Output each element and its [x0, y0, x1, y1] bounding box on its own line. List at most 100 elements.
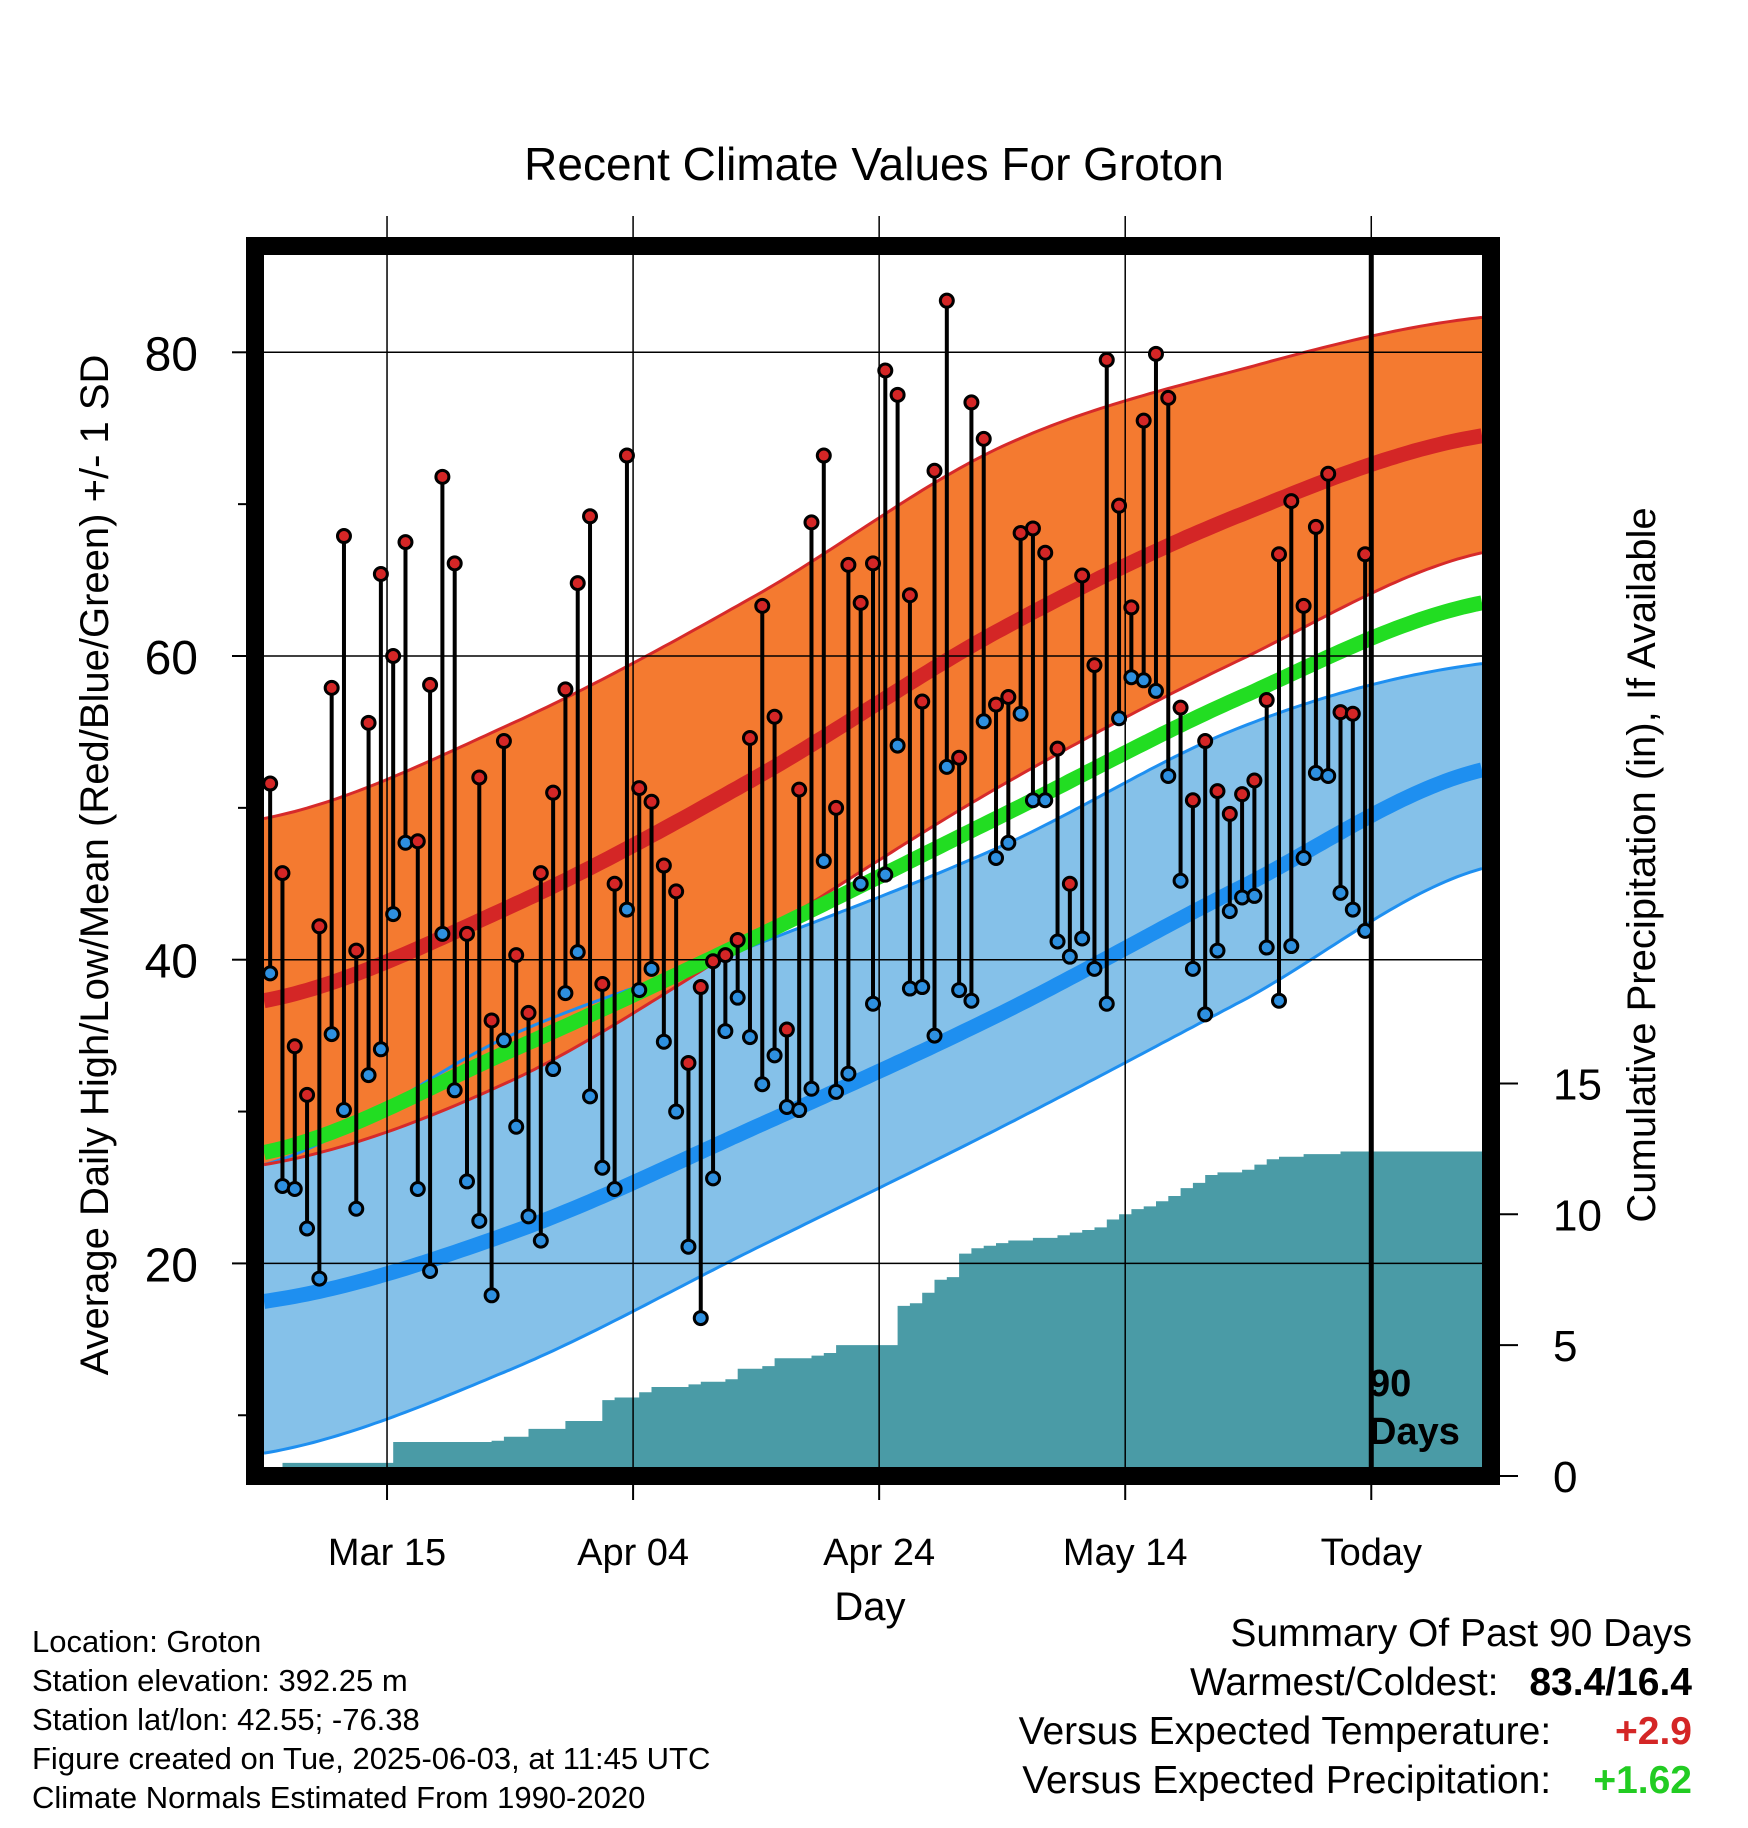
daily-low-point: [459, 1173, 475, 1190]
daily-high-point: [483, 1012, 500, 1029]
daily-high-point: [655, 857, 672, 874]
daily-low-point: [1357, 922, 1374, 939]
daily-low-point: [594, 1159, 611, 1176]
daily-low-point: [889, 737, 906, 754]
daily-high-point: [348, 942, 365, 959]
summary-warm-cold: Warmest/Coldest: 83.4/16.4: [1190, 1661, 1692, 1705]
daily-low-point: [557, 985, 574, 1002]
daily-low-point: [471, 1212, 488, 1229]
daily-low-point: [926, 1027, 943, 1044]
daily-low-point: [877, 866, 894, 883]
daily-high-point: [385, 648, 402, 664]
daily-high-point: [668, 883, 685, 900]
daily-high-point: [1320, 465, 1337, 482]
daily-markers: [262, 292, 1374, 1327]
daily-high-point: [545, 784, 562, 801]
daily-high-point: [471, 769, 488, 786]
daily-low-point: [914, 979, 931, 996]
daily-high-point: [569, 575, 586, 592]
summary-title: Summary Of Past 90 Days: [1230, 1612, 1692, 1655]
daily-low-point: [618, 901, 635, 918]
daily-low-point: [434, 925, 451, 942]
daily-high-point: [901, 587, 918, 604]
daily-high-point: [1234, 786, 1251, 803]
axes: Mar 15 Apr 04 Apr 24 May 14 Today 20 40 60 80 0 5 1…: [145, 328, 1602, 1574]
daily-low-point: [520, 1208, 537, 1225]
info-elevation: Station elevation: 392.25 m: [32, 1663, 408, 1698]
daily-low-point: [1332, 884, 1349, 901]
daily-low-point: [1049, 933, 1066, 950]
daily-low-point: [311, 1270, 328, 1287]
daily-low-point: [741, 1029, 758, 1046]
daily-high-point: [729, 931, 746, 948]
daily-low-point: [975, 713, 992, 730]
daily-low-point: [606, 1181, 623, 1197]
daily-high-point: [631, 780, 648, 797]
y-left-tick-label: 80: [145, 328, 198, 381]
daily-high-point: [286, 1038, 303, 1055]
daily-high-point: [557, 681, 574, 698]
daily-low-point: [495, 1032, 512, 1049]
daily-high-point: [1024, 520, 1041, 537]
daily-low-point: [1197, 1006, 1214, 1023]
info-location: Location: Groton: [32, 1624, 262, 1659]
daily-high-point: [1061, 875, 1078, 892]
daily-high-point: [1098, 351, 1115, 368]
daily-low-point: [532, 1232, 549, 1249]
summary-temp: Versus Expected Temperature: +2.9: [1019, 1710, 1692, 1754]
daily-low-point: [828, 1083, 845, 1100]
daily-low-point: [852, 875, 869, 892]
summary-precip-label: Versus Expected Precipitation:: [1022, 1759, 1552, 1802]
summary-precip-value: +1.62: [1593, 1759, 1692, 1802]
daily-low-point: [692, 1310, 709, 1327]
daily-low-point: [1160, 767, 1177, 784]
daily-low-point: [1147, 682, 1164, 699]
daily-high-point: [1160, 389, 1177, 406]
daily-low-point: [360, 1067, 377, 1084]
daily-low-point: [483, 1287, 500, 1304]
cumulative-precip-area: [264, 1151, 1482, 1476]
daily-high-point: [1344, 705, 1361, 722]
daily-high-point: [963, 394, 980, 411]
y-right-tick-label: 15: [1553, 1060, 1602, 1109]
daily-high-point: [877, 362, 894, 379]
daily-high-point: [1283, 493, 1300, 510]
daily-low-point: [717, 1023, 734, 1040]
daily-high-point: [262, 775, 279, 792]
daily-low-point: [729, 989, 746, 1006]
x-tick-label: Apr 24: [823, 1532, 935, 1574]
daily-high-point: [606, 875, 623, 892]
daily-high-point: [422, 676, 439, 693]
y-axis-label-right: Cumulative Precipitation (in), If Availa…: [1620, 507, 1664, 1222]
daily-high-point: [1307, 518, 1324, 535]
y-right-tick-label: 5: [1553, 1322, 1577, 1371]
info-normals: Climate Normals Estimated From 1990-2020: [32, 1780, 646, 1815]
info-created: Figure created on Tue, 2025-06-03, at 11…: [32, 1741, 711, 1776]
daily-low-point: [988, 849, 1005, 866]
daily-high-point: [434, 468, 451, 485]
daily-high-point: [705, 953, 722, 970]
daily-high-point: [741, 730, 758, 746]
daily-high-point: [1111, 497, 1128, 514]
x-axis-label: Day: [834, 1585, 905, 1629]
daily-low-point: [754, 1076, 771, 1093]
daily-high-point: [815, 447, 832, 464]
daily-low-point: [569, 944, 586, 961]
daily-high-point: [335, 528, 352, 545]
daily-low-point: [705, 1170, 722, 1187]
daily-low-point: [1135, 672, 1152, 689]
today-label-line1: 90: [1369, 1363, 1411, 1405]
y-left-tick-label: 60: [145, 632, 198, 685]
daily-high-point: [1074, 567, 1091, 584]
daily-high-point: [594, 976, 611, 992]
daily-high-point: [1135, 412, 1152, 429]
daily-high-point: [1049, 740, 1066, 757]
daily-high-point: [717, 947, 734, 964]
daily-low-point: [680, 1238, 697, 1255]
daily-low-point: [1344, 901, 1361, 918]
daily-high-point: [360, 714, 377, 731]
daily-high-point: [914, 693, 931, 710]
daily-high-point: [1147, 345, 1164, 362]
daily-high-point: [926, 462, 943, 479]
